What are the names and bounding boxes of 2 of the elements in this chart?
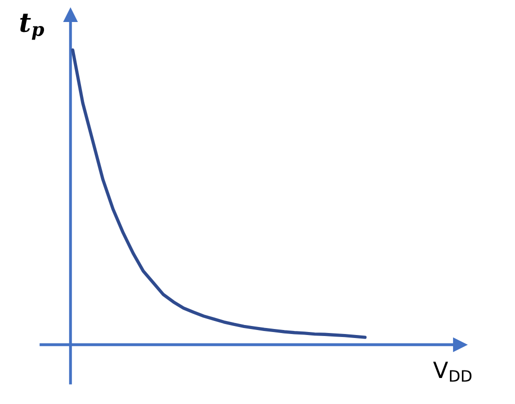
x-axis-title: V$_{DD}$ <box>433 362 472 382</box>
y-axis-title: t$_{p}$ <box>20 14 44 40</box>
